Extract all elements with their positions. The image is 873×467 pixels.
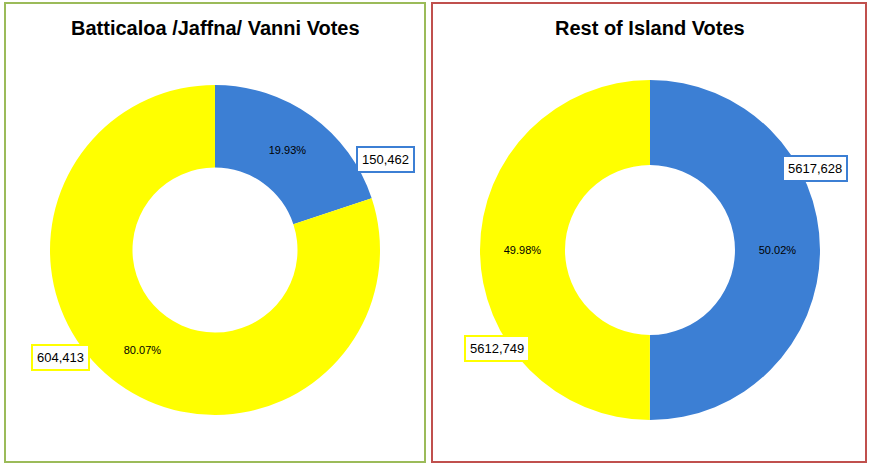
svg-text:50.02%: 50.02% xyxy=(759,244,797,256)
svg-text:5617,628: 5617,628 xyxy=(788,161,842,176)
svg-text:Rest of Island Votes: Rest of Island Votes xyxy=(555,17,745,39)
svg-text:19.93%: 19.93% xyxy=(269,144,307,156)
svg-text:604,413: 604,413 xyxy=(37,350,84,365)
svg-text:Batticaloa /Jaffna/ Vanni Vote: Batticaloa /Jaffna/ Vanni Votes xyxy=(71,17,360,39)
svg-text:5612,749: 5612,749 xyxy=(470,341,524,356)
svg-text:80.07%: 80.07% xyxy=(124,344,162,356)
svg-text:49.98%: 49.98% xyxy=(504,244,542,256)
svg-text:150,462: 150,462 xyxy=(362,152,409,167)
